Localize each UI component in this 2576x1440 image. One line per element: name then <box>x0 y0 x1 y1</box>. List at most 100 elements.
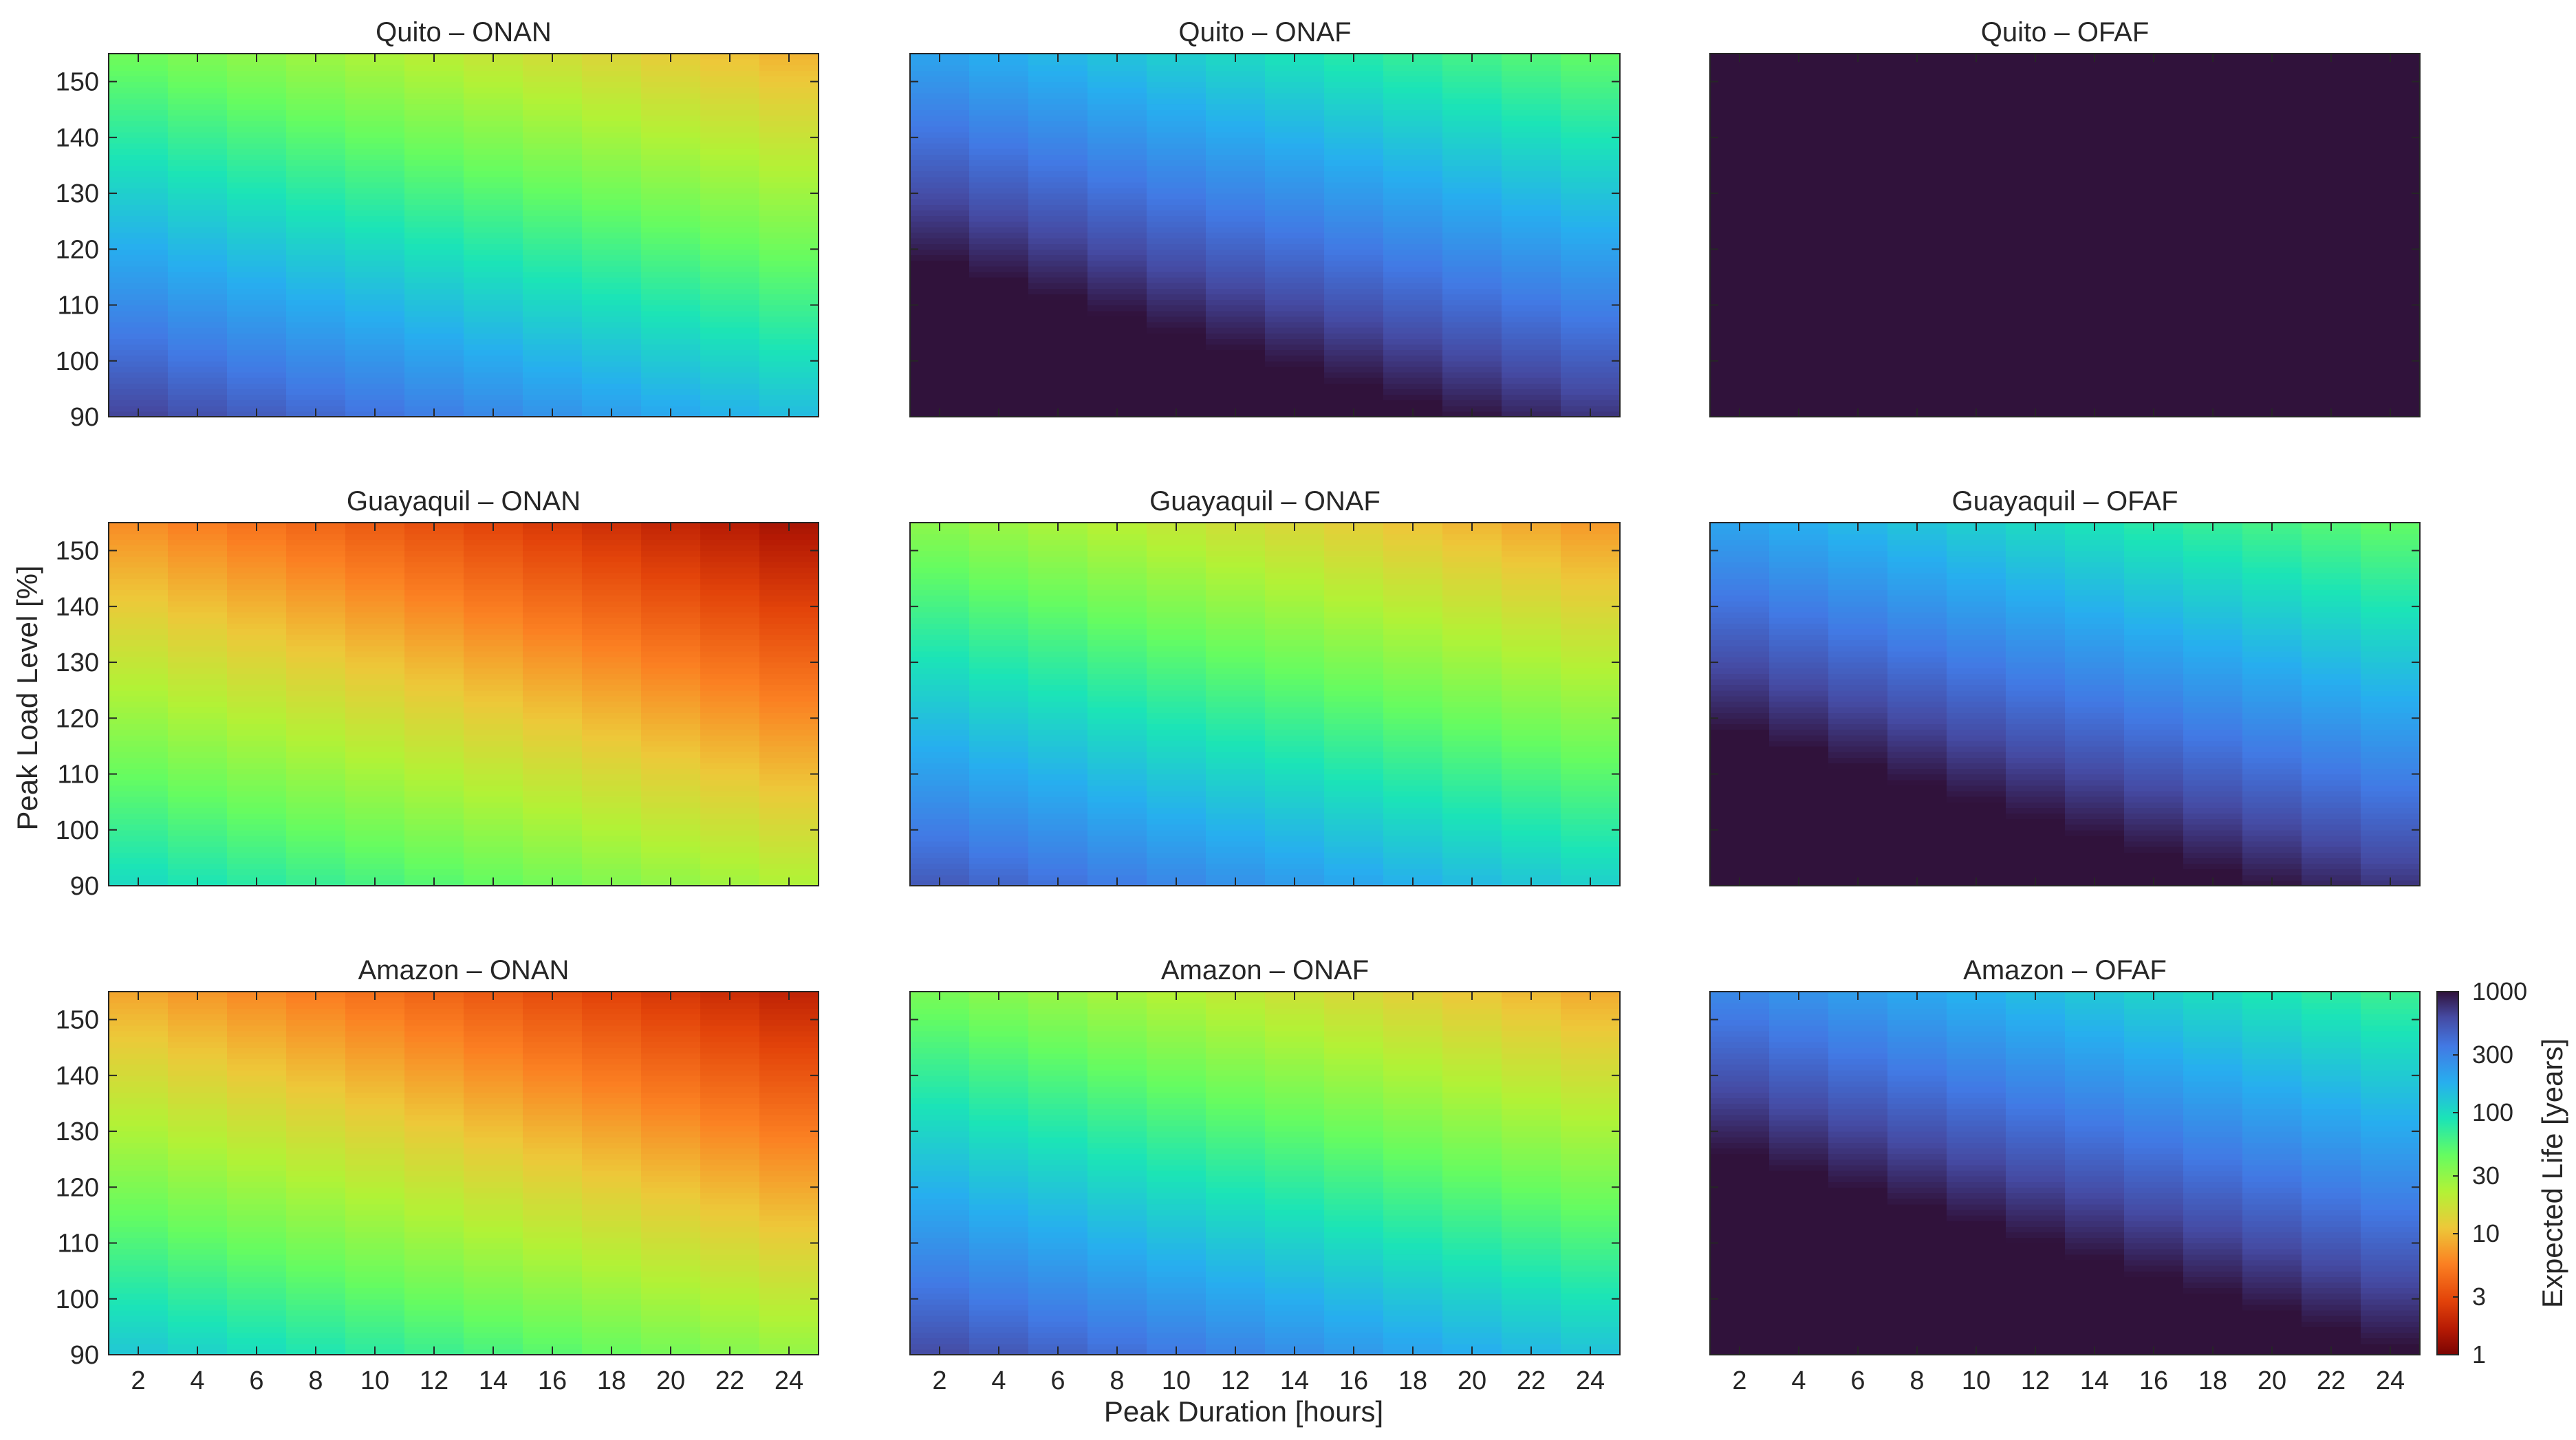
heatmap-cell <box>1265 824 1325 831</box>
heatmap-cell <box>1502 589 1561 596</box>
heatmap-cell <box>1087 858 1147 864</box>
heatmap-cell <box>1561 126 1621 133</box>
heatmap-cell <box>1324 299 1384 306</box>
heatmap-cell <box>345 104 405 110</box>
heatmap-cell <box>2065 120 2125 127</box>
heatmap-cell <box>1028 109 1088 116</box>
heatmap-cell <box>286 327 346 334</box>
heatmap-cell <box>523 221 583 228</box>
heatmap-cell <box>1206 734 1266 741</box>
heatmap-cell <box>910 807 970 814</box>
heatmap-cell <box>759 584 819 591</box>
heatmap-cell <box>2183 640 2243 646</box>
heatmap-cell <box>1769 243 1829 250</box>
heatmap-cell <box>2242 768 2302 775</box>
heatmap-cell <box>168 611 228 618</box>
heatmap-cell <box>1561 70 1621 77</box>
heatmap-cell <box>910 707 970 713</box>
heatmap-cell <box>1561 656 1621 663</box>
heatmap-cell <box>582 176 642 183</box>
heatmap-cell <box>1828 774 1888 781</box>
heatmap-cell <box>227 109 287 116</box>
heatmap-cell <box>2361 640 2421 646</box>
heatmap-cell <box>1147 539 1206 546</box>
heatmap-cell <box>910 232 970 239</box>
heatmap-cell <box>1887 578 1947 585</box>
heatmap-cell <box>582 790 642 797</box>
heatmap-cell <box>1324 349 1384 356</box>
heatmap-cell <box>1710 656 1770 663</box>
heatmap-cell <box>759 796 819 803</box>
heatmap-cell <box>910 774 970 781</box>
heatmap-cell <box>464 165 523 172</box>
heatmap-cell <box>2302 389 2361 395</box>
heatmap-cell <box>227 734 287 741</box>
heatmap-cell <box>1828 841 1888 847</box>
heatmap-cell <box>523 310 583 317</box>
heatmap-cell <box>759 187 819 194</box>
heatmap-cell <box>1710 131 1770 138</box>
heatmap-cell <box>759 818 819 825</box>
heatmap-cell <box>109 299 169 306</box>
y-tick-label: 90 <box>70 403 99 432</box>
heatmap-cell <box>641 556 701 563</box>
heatmap-cell <box>2361 718 2421 725</box>
heatmap-cell <box>969 87 1029 94</box>
heatmap-cell <box>969 254 1029 261</box>
heatmap-cell <box>168 684 228 691</box>
heatmap-cell <box>1442 59 1502 65</box>
heatmap-cell <box>1087 394 1147 401</box>
heatmap-cell <box>404 81 464 88</box>
heatmap-cell <box>2302 142 2361 149</box>
heatmap-cell <box>2302 745 2361 752</box>
heatmap-cell <box>404 221 464 228</box>
heatmap-cell <box>404 305 464 312</box>
heatmap-cell <box>641 171 701 177</box>
heatmap-cell <box>582 618 642 624</box>
heatmap-cell <box>1028 360 1088 367</box>
heatmap-cell <box>1947 187 2006 194</box>
heatmap-cell <box>1324 668 1384 674</box>
heatmap-cell <box>1383 679 1443 686</box>
heatmap-cell <box>582 389 642 395</box>
heatmap-cell <box>2065 618 2125 624</box>
heatmap-cell <box>2302 92 2361 99</box>
heatmap-cell <box>1442 595 1502 602</box>
heatmap-cell <box>700 707 760 713</box>
heatmap-cell <box>1887 120 1947 127</box>
heatmap-cell <box>1769 87 1829 94</box>
heatmap-cell <box>1087 757 1147 763</box>
heatmap-cell <box>404 265 464 272</box>
heatmap-cell <box>1502 333 1561 339</box>
heatmap-cell <box>1561 276 1621 283</box>
heatmap-cell <box>969 763 1029 770</box>
heatmap-cell <box>1087 76 1147 83</box>
heatmap-cell <box>1769 623 1829 629</box>
y-tick-label: 110 <box>57 761 99 789</box>
heatmap-cell <box>1561 745 1621 752</box>
heatmap-cell <box>1265 779 1325 786</box>
heatmap-cell <box>523 65 583 71</box>
heatmap-cell <box>1442 260 1502 267</box>
heatmap-cell <box>2006 366 2066 373</box>
heatmap-cell <box>1087 550 1147 557</box>
heatmap-cell <box>910 629 970 635</box>
heatmap-cell <box>759 556 819 563</box>
heatmap-cell <box>1887 757 1947 763</box>
heatmap-cell <box>1087 673 1147 680</box>
heatmap-cell <box>700 869 760 875</box>
heatmap-cell <box>523 355 583 362</box>
heatmap-cell <box>1561 528 1621 534</box>
heatmap-cell <box>227 366 287 373</box>
heatmap-cell <box>1442 226 1502 233</box>
heatmap-cell <box>2361 606 2421 613</box>
heatmap-cell <box>2124 333 2184 339</box>
heatmap-cell <box>227 539 287 546</box>
heatmap-cell <box>2242 221 2302 228</box>
heatmap-cell <box>2242 863 2302 870</box>
heatmap-cell <box>1383 673 1443 680</box>
heatmap-cell <box>641 802 701 808</box>
heatmap-cell <box>404 573 464 579</box>
heatmap-cell <box>1769 701 1829 708</box>
heatmap-cell <box>1028 76 1088 83</box>
